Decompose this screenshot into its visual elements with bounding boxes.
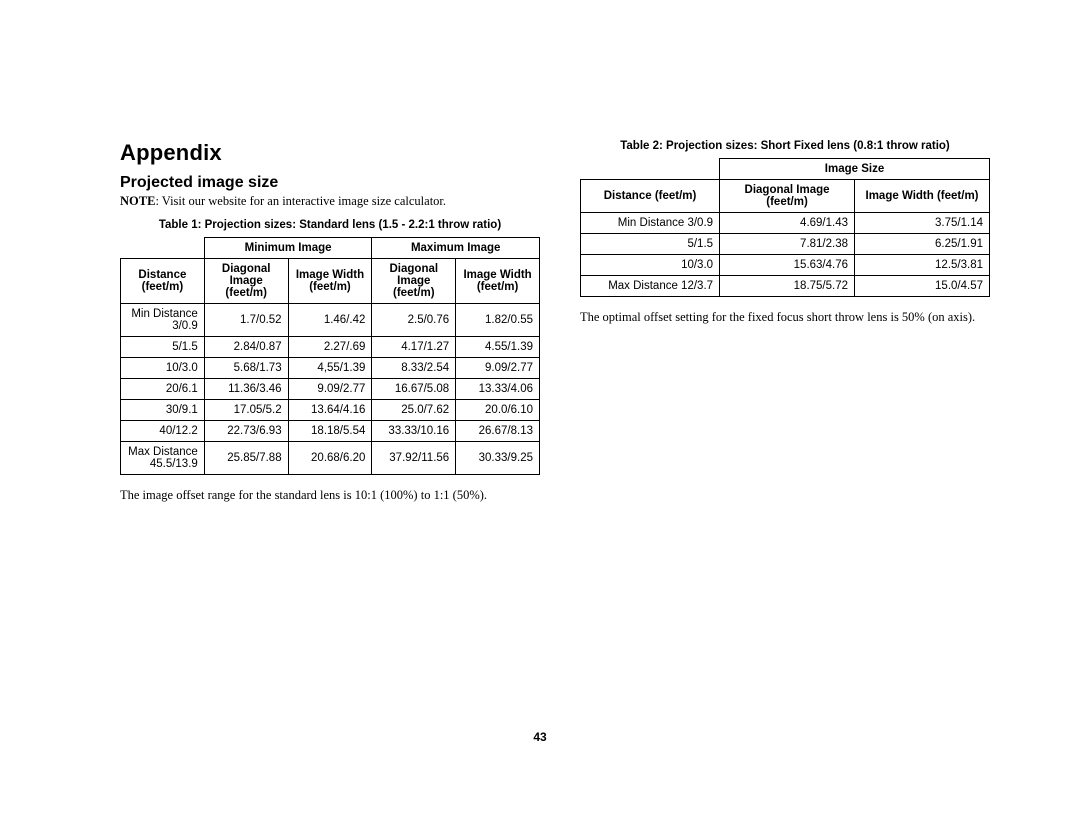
table-cell: 15.0/4.57 [855,276,990,297]
table-cell: 16.67/5.08 [372,379,456,400]
table-cell: 4.69/1.43 [720,213,855,234]
table2: Image Size Distance (feet/m) Diagonal Im… [580,158,990,297]
table1: Minimum Image Maximum Image Distance (fe… [120,237,540,475]
table-cell: 25.0/7.62 [372,400,456,421]
table-cell: 3.75/1.14 [855,213,990,234]
table-cell: 5/1.5 [121,337,205,358]
table2-image-size-header: Image Size [720,159,990,180]
table-cell: Min Distance 3/0.9 [581,213,720,234]
table-cell: 20.0/6.10 [456,400,540,421]
table-cell: 1.82/0.55 [456,304,540,337]
table-cell: 20.68/6.20 [288,442,372,475]
table-cell: 26.67/8.13 [456,421,540,442]
table1-col-distance: Distance (feet/m) [121,259,205,304]
table-cell: 6.25/1.91 [855,234,990,255]
table1-col-min-width: Image Width (feet/m) [288,259,372,304]
table-cell: 22.73/6.93 [204,421,288,442]
table-cell: 15.63/4.76 [720,255,855,276]
table-cell: 13.33/4.06 [456,379,540,400]
table-cell: 40/12.2 [121,421,205,442]
table2-caption: Table 2: Projection sizes: Short Fixed l… [580,140,990,152]
table-cell: 9.09/2.77 [456,358,540,379]
heading-projected-image-size: Projected image size [120,174,540,192]
table1-col-max-width: Image Width (feet/m) [456,259,540,304]
table1-max-header: Maximum Image [372,238,540,259]
heading-appendix: Appendix [120,140,540,166]
table-cell: 9.09/2.77 [288,379,372,400]
table-cell: 5.68/1.73 [204,358,288,379]
note-label: NOTE [120,194,155,208]
table-cell: 18.75/5.72 [720,276,855,297]
footnote2: The optimal offset setting for the fixed… [580,309,990,326]
table-cell: 5/1.5 [581,234,720,255]
table-cell: 2.27/.69 [288,337,372,358]
table-cell: 37.92/11.56 [372,442,456,475]
footnote1: The image offset range for the standard … [120,487,540,504]
table2-col-distance: Distance (feet/m) [581,180,720,213]
table-cell: 4,55/1.39 [288,358,372,379]
note-paragraph: NOTE: Visit our website for an interacti… [120,194,540,209]
table-cell: 33.33/10.16 [372,421,456,442]
note-text: : Visit our website for an interactive i… [155,194,446,208]
table-cell: 18.18/5.54 [288,421,372,442]
table2-col-width: Image Width (feet/m) [855,180,990,213]
page-number: 43 [0,730,1080,744]
table-cell: 30/9.1 [121,400,205,421]
table-cell: 4.17/1.27 [372,337,456,358]
table1-min-header: Minimum Image [204,238,372,259]
table1-col-max-diag: Diagonal Image (feet/m) [372,259,456,304]
table1-col-min-diag: Diagonal Image (feet/m) [204,259,288,304]
table-cell: 20/6.1 [121,379,205,400]
table-cell: 7.81/2.38 [720,234,855,255]
table1-caption: Table 1: Projection sizes: Standard lens… [120,219,540,231]
table-cell: 11.36/3.46 [204,379,288,400]
table-cell: 2.5/0.76 [372,304,456,337]
table-cell: 30.33/9.25 [456,442,540,475]
table-cell: Min Distance 3/0.9 [121,304,205,337]
table-cell: 4.55/1.39 [456,337,540,358]
table-cell: 8.33/2.54 [372,358,456,379]
table-cell: Max Distance 45.5/13.9 [121,442,205,475]
table-cell: 10/3.0 [121,358,205,379]
table2-col-diag: Diagonal Image (feet/m) [720,180,855,213]
table-cell: 25.85/7.88 [204,442,288,475]
table-cell: 17.05/5.2 [204,400,288,421]
table-cell: 2.84/0.87 [204,337,288,358]
table-cell: 1.46/.42 [288,304,372,337]
table-cell: 13.64/4.16 [288,400,372,421]
table-cell: 1.7/0.52 [204,304,288,337]
table-cell: Max Distance 12/3.7 [581,276,720,297]
table-cell: 10/3.0 [581,255,720,276]
table-cell: 12.5/3.81 [855,255,990,276]
